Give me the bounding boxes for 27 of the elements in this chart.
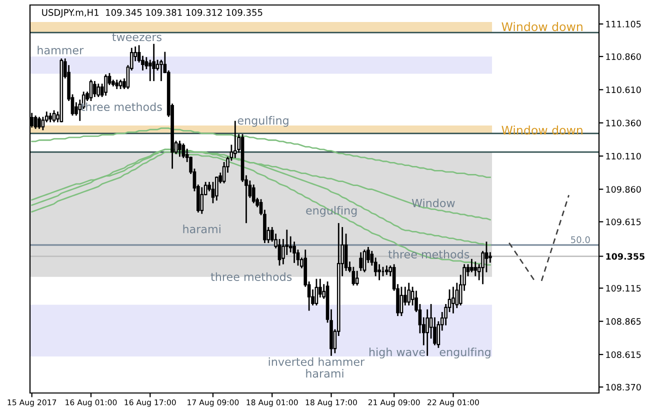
annotation: three methods — [210, 272, 292, 281]
annotation: high wave — [369, 348, 425, 358]
annotation: hammer — [38, 46, 84, 54]
annotation: engulfing — [440, 348, 490, 358]
annotation: harami — [306, 369, 344, 378]
band-label: Window down — [502, 126, 582, 135]
annotation: engulfing — [238, 116, 288, 127]
band-label: Window down — [502, 22, 582, 32]
y-tick-label: 110.610 — [606, 86, 641, 94]
y-tick-label: 109.355 — [606, 253, 644, 260]
annotation: inverted hammer — [268, 357, 365, 366]
y-tick-label: 108.615 — [606, 351, 641, 358]
y-tick-label: 110.110 — [606, 152, 641, 160]
y-tick-label: 110.360 — [606, 120, 641, 126]
chart-title: USDJPY.m,H1 109.345 109.381 109.312 109.355 — [42, 9, 262, 18]
y-tick-label: 108.370 — [606, 384, 641, 390]
y-tick-label: 109.860 — [606, 186, 641, 193]
annotation: three methods — [388, 250, 470, 258]
annotation: tweezers — [112, 33, 162, 42]
y-tick-label: 109.115 — [606, 284, 641, 292]
y-tick-label: 110.860 — [606, 53, 641, 60]
annotation: harami — [183, 224, 220, 234]
y-tick-label: 108.865 — [606, 318, 641, 325]
y-tick-label: 109.615 — [606, 218, 641, 226]
text: 50.0 — [571, 236, 590, 244]
y-tick-label: 111.105 — [606, 20, 641, 28]
annotation: Window — [412, 198, 455, 208]
